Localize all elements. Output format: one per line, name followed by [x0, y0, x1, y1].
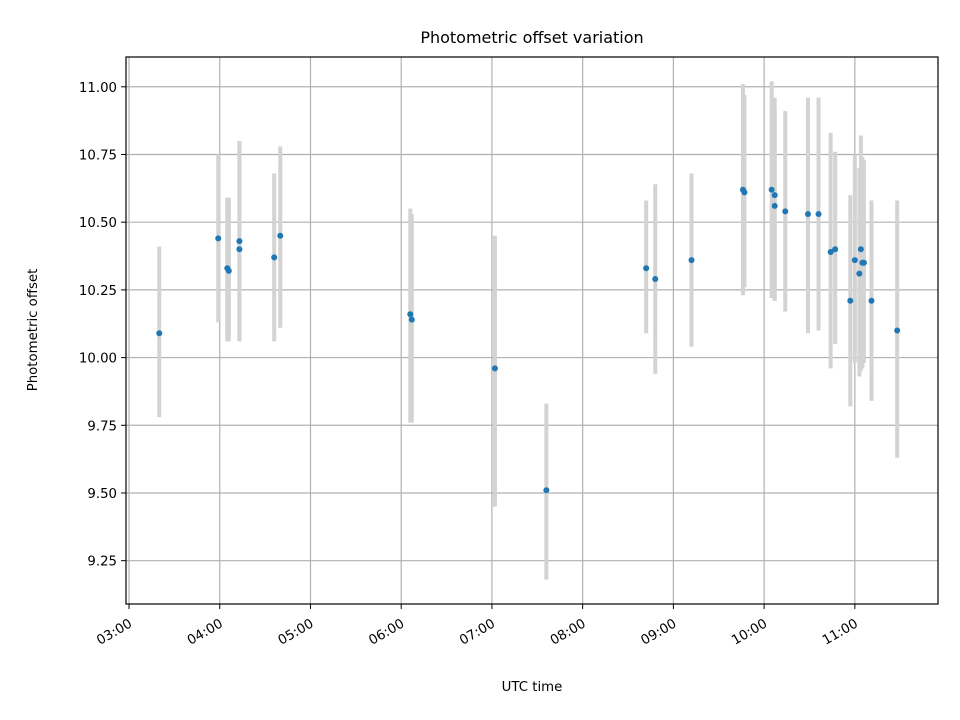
- data-point: [688, 257, 695, 264]
- y-tick-label: 11.00: [79, 81, 117, 96]
- error-bars: [157, 81, 900, 580]
- data-point: [771, 192, 778, 199]
- data-point: [847, 297, 854, 304]
- data-point: [236, 238, 243, 245]
- data-point: [277, 232, 284, 239]
- x-tick-label: 07:00: [457, 616, 498, 648]
- x-tick-label: 04:00: [185, 616, 226, 648]
- data-point: [491, 365, 498, 372]
- data-point: [215, 235, 222, 242]
- data-point: [408, 316, 415, 323]
- x-axis-ticks: 03:00 04:00 05:00 06:00 07:00 08:00 09:00 10:00…: [94, 604, 861, 649]
- x-tick-label: 09:00: [639, 616, 680, 648]
- data-point: [407, 311, 414, 318]
- data-point: [652, 276, 659, 283]
- data-point: [741, 189, 748, 196]
- data-point: [804, 211, 811, 218]
- grid: [126, 57, 938, 604]
- y-axis-label: Photometric offset: [26, 269, 41, 392]
- data-point: [771, 202, 778, 209]
- y-tick-label: 10.50: [79, 216, 117, 231]
- data-point: [860, 259, 867, 266]
- x-tick-label: 10:00: [729, 616, 770, 648]
- y-tick-label: 9.75: [87, 419, 117, 434]
- x-tick-label: 08:00: [548, 616, 589, 648]
- x-axis-label: UTC time: [502, 680, 563, 695]
- x-tick-label: 06:00: [367, 616, 408, 648]
- y-tick-label: 10.75: [79, 148, 117, 163]
- y-axis-ticks: 9.25 9.50 9.75 10.00 10.25 10.50 10.75 11.00: [79, 81, 126, 570]
- data-point: [857, 246, 864, 253]
- data-point: [643, 265, 650, 272]
- y-tick-label: 10.25: [79, 284, 117, 299]
- data-point: [832, 246, 839, 253]
- data-point: [156, 330, 163, 337]
- plot-frame: [125, 56, 939, 605]
- data-point: [543, 487, 550, 494]
- data-point: [856, 270, 863, 277]
- data-point: [815, 211, 822, 218]
- x-tick-label: 05:00: [276, 616, 317, 648]
- y-tick-label: 10.00: [79, 352, 117, 367]
- chart-title: Photometric offset variation: [420, 28, 643, 47]
- data-points: [156, 186, 901, 494]
- data-point: [271, 254, 278, 261]
- data-point: [827, 248, 834, 255]
- data-point: [868, 297, 875, 304]
- y-tick-label: 9.25: [87, 555, 117, 570]
- y-tick-label: 9.50: [87, 487, 117, 502]
- x-tick-label: 11:00: [820, 616, 861, 648]
- data-point: [782, 208, 789, 215]
- data-point: [768, 186, 775, 193]
- data-point: [851, 257, 858, 264]
- data-point: [225, 267, 232, 274]
- data-point: [894, 327, 901, 334]
- x-tick-label: 03:00: [94, 616, 135, 648]
- data-point: [236, 246, 243, 253]
